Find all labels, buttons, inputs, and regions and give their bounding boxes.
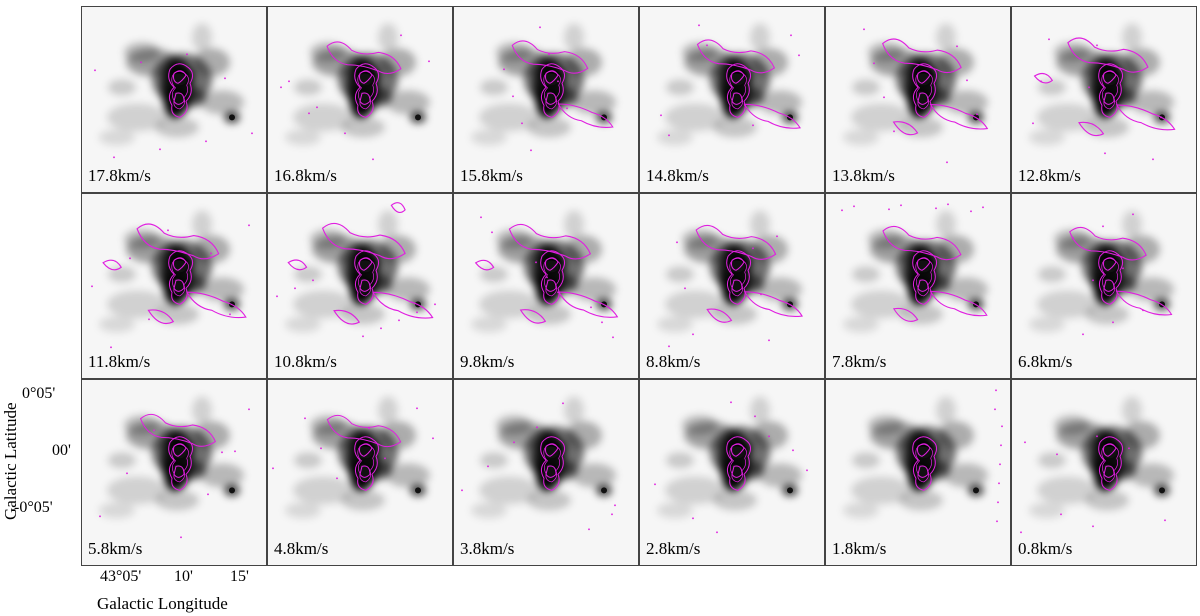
velocity-label: 12.8km/s — [1018, 165, 1081, 185]
channel-panel: 17.8km/s — [81, 6, 267, 193]
channel-panel: 10.8km/s — [267, 192, 453, 380]
velocity-label: 17.8km/s — [88, 165, 151, 185]
channel-panel: 12.8km/s — [1011, 6, 1197, 193]
x-tick-label-right: 15' — [230, 568, 249, 585]
velocity-label: 0.8km/s — [1018, 538, 1073, 558]
emission-map — [99, 396, 250, 539]
velocity-label: 1.8km/s — [832, 538, 887, 558]
velocity-label: 7.8km/s — [832, 352, 887, 372]
emission-map — [841, 203, 988, 332]
channel-panel: 6.8km/s — [1011, 192, 1197, 380]
emission-map — [272, 396, 434, 519]
channel-panel: 11.8km/s — [81, 192, 267, 380]
emission-map — [471, 23, 616, 152]
velocity-label: 11.8km/s — [88, 352, 151, 372]
y-tick-label-bottom: -0°05' — [14, 499, 53, 516]
emission-map — [843, 389, 1003, 523]
x-tick-label-middle: 10' — [174, 568, 193, 585]
velocity-label: 5.8km/s — [88, 538, 143, 558]
channel-panel: 1.8km/s — [825, 379, 1011, 566]
x-tick-label-left: 43°05' — [100, 568, 142, 585]
velocity-label: 2.8km/s — [646, 538, 701, 558]
channel-panel: 8.8km/s — [639, 192, 825, 380]
channel-panel: 15.8km/s — [453, 6, 639, 193]
y-tick-label-top: 0°05' — [22, 385, 56, 402]
velocity-label: 15.8km/s — [460, 165, 523, 185]
velocity-label: 8.8km/s — [646, 352, 701, 372]
emission-map — [91, 209, 250, 348]
velocity-label: 13.8km/s — [832, 165, 895, 185]
emission-map — [1029, 23, 1176, 161]
channel-panel: 4.8km/s — [267, 379, 453, 566]
channel-panel: 13.8km/s — [825, 6, 1011, 193]
emission-map — [1029, 209, 1174, 335]
channel-panel: 5.8km/s — [81, 379, 267, 566]
emission-map — [461, 396, 616, 531]
channel-panel: 2.8km/s — [639, 379, 825, 566]
velocity-label: 3.8km/s — [460, 538, 515, 558]
channel-panel: 16.8km/s — [267, 6, 453, 193]
velocity-label: 9.8km/s — [460, 352, 515, 372]
y-tick-label-middle: 00' — [52, 442, 71, 459]
channel-panel: 7.8km/s — [825, 192, 1011, 380]
emission-map — [471, 209, 619, 338]
velocity-label: 10.8km/s — [274, 352, 337, 372]
velocity-label: 4.8km/s — [274, 538, 329, 558]
channel-map-grid: 17.8km/s 16.8km/s 15.8km/s 14.8km/s 13.8km/s… — [81, 6, 1197, 566]
emission-map — [1020, 396, 1174, 534]
velocity-label: 16.8km/s — [274, 165, 337, 185]
channel-panel: 14.8km/s — [639, 6, 825, 193]
emission-map — [843, 23, 989, 164]
emission-map — [657, 23, 802, 146]
emission-map — [657, 209, 803, 347]
emission-map — [280, 23, 430, 161]
emission-map — [94, 23, 253, 159]
velocity-label: 6.8km/s — [1018, 352, 1073, 372]
channel-panel: 0.8km/s — [1011, 379, 1197, 566]
channel-panel: 9.8km/s — [453, 192, 639, 380]
velocity-label: 14.8km/s — [646, 165, 709, 185]
channel-panel: 3.8km/s — [453, 379, 639, 566]
x-axis-label: Galactic Longitude — [97, 594, 228, 613]
emission-map — [654, 396, 808, 534]
y-axis-label: Galactic Latitude — [1, 402, 20, 520]
emission-map — [276, 201, 436, 337]
